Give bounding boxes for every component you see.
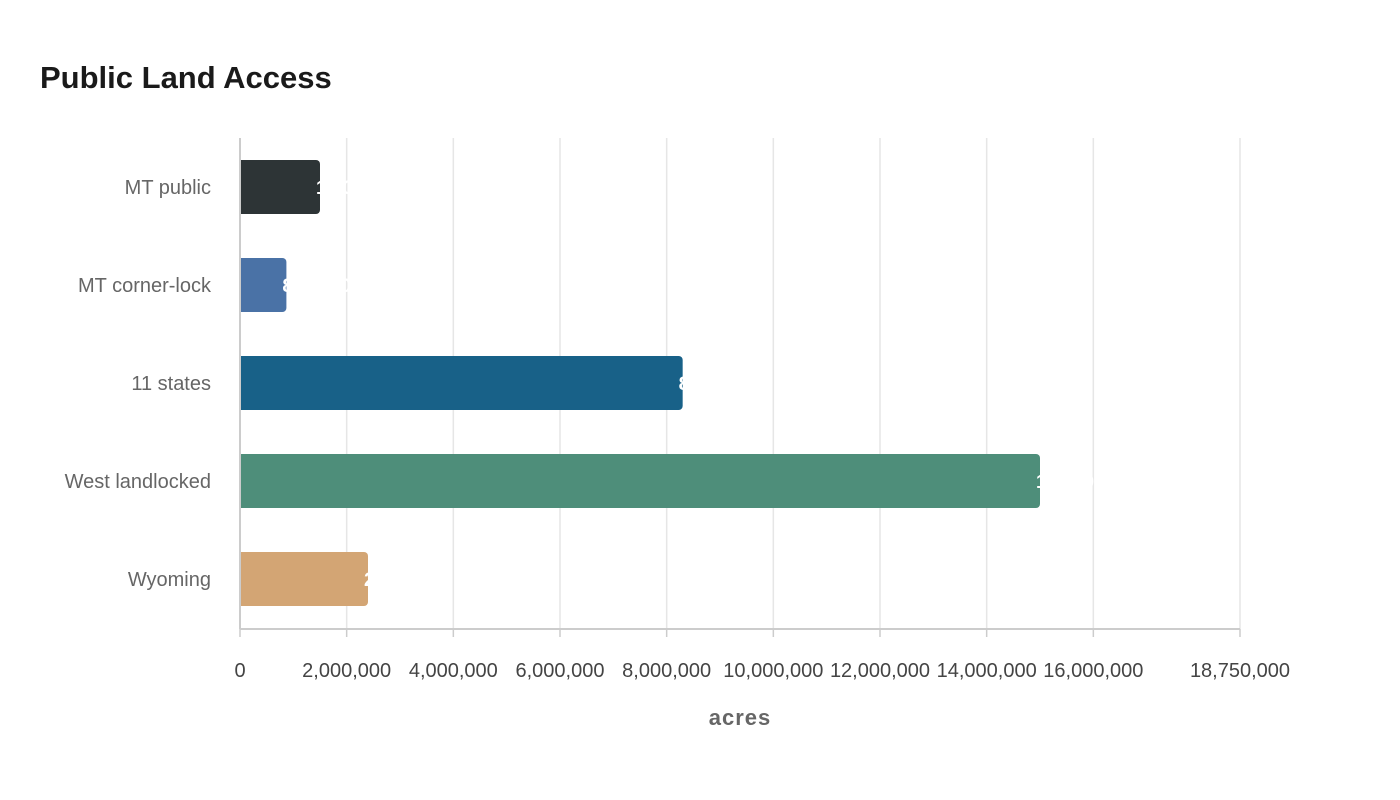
data-label: 1,500,000: [316, 178, 401, 199]
bar: [240, 258, 287, 312]
axes: [239, 138, 1241, 637]
x-tick-label: 0: [234, 660, 245, 682]
bar: [240, 356, 683, 410]
x-tick-label: 12,000,000: [830, 660, 930, 682]
category-label: West landlocked: [65, 471, 211, 493]
category-label: MT public: [125, 177, 211, 199]
data-label: 870,000: [282, 276, 351, 297]
labels: MT public 1,500,000 MT corner-lock 870,000 1…: [65, 177, 1290, 730]
data-label: 8,300,000: [679, 374, 764, 395]
category-label: Wyoming: [128, 569, 211, 591]
x-tick-label: 14,000,000: [937, 660, 1037, 682]
x-tick-label: 16,000,000: [1043, 660, 1143, 682]
category-label: 11 states: [131, 373, 211, 395]
bar: [240, 160, 320, 214]
bar-base: [240, 160, 246, 214]
bar-base: [240, 454, 246, 508]
chart-title: Public Land Access: [40, 60, 332, 95]
x-tick-label: 18,750,000: [1190, 660, 1290, 682]
data-label: 15,000,000: [1036, 472, 1131, 493]
x-axis-title: acres: [709, 705, 772, 730]
bar: [240, 454, 1040, 508]
bar-base: [240, 258, 246, 312]
bar-base: [240, 356, 246, 410]
x-tick-label: 2,000,000: [302, 660, 391, 682]
bar-base: [240, 552, 246, 606]
x-tick-label: 8,000,000: [622, 660, 711, 682]
x-tick-label: 10,000,000: [723, 660, 823, 682]
bar: [240, 552, 368, 606]
data-label: 2,400,000: [364, 570, 449, 591]
x-tick-label: 4,000,000: [409, 660, 498, 682]
bars: [240, 160, 1040, 606]
category-label: MT corner-lock: [78, 275, 212, 297]
x-tick-label: 6,000,000: [516, 660, 605, 682]
